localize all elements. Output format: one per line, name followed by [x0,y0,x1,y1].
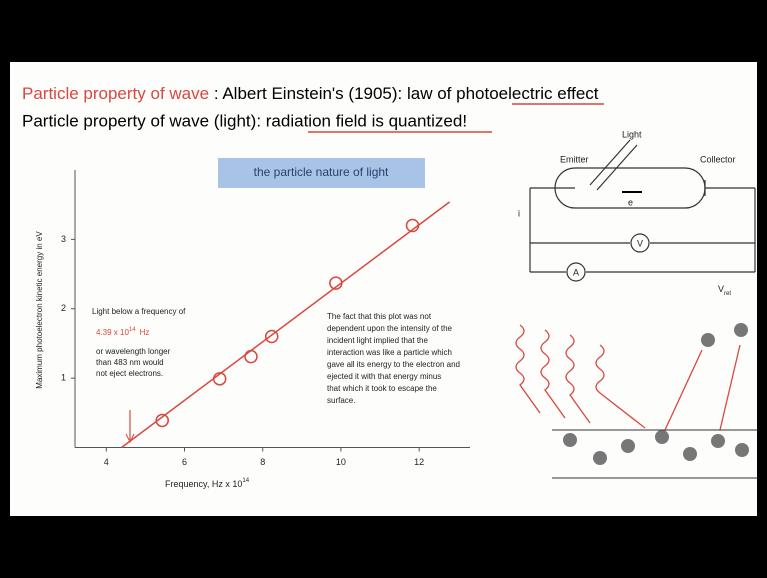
note-right-line: dependent upon the intensity of the [327,324,453,333]
diagram-label: A [573,267,579,277]
x-tick-label: 8 [260,457,265,467]
diagram-label: Emitter [560,154,589,164]
diagram-label: Light [622,129,642,139]
note-right-line: incident light implied that the [327,336,429,345]
y-tick-label: 1 [61,373,66,383]
note-right-line: surface. [327,396,355,405]
note-left-line: or wavelength longer [96,347,171,356]
slide: Particle property of wave : Albert Einst… [0,0,767,578]
x-axis-title-exponent: 14 [242,478,249,484]
x-axis-title: Frequency, Hz x 1014 [165,478,250,490]
x-tick-label: 10 [336,457,346,467]
title-rest: : Albert Einstein's (1905): law of photo… [209,84,599,103]
note-right-line: gave all its energy to the electron and [327,360,460,369]
note-left-line: Light below a frequency of [92,307,186,316]
subtitle: Particle property of wave (light): radia… [22,111,467,130]
note-right-line: The fact that this plot was not [327,312,432,321]
y-tick-label: 2 [61,303,66,313]
diagram-label: Collector [700,154,736,164]
x-tick-label: 6 [182,457,187,467]
title-red: Particle property of wave [22,84,209,103]
page: {"slide": { "title_red": "Particle prope… [0,0,767,578]
diagram-label: e [628,197,633,207]
y-tick-label: 3 [61,234,66,244]
diagram-label: V [637,238,643,248]
note-left-line: than 483 nm would [96,358,164,367]
x-tick-label: 4 [104,457,109,467]
note-left-value: 4.39 x 1014 Hz [96,327,149,338]
title: Particle property of wave : Albert Einst… [22,84,599,103]
note-right-line: ejected it with that energy minus [327,372,441,381]
note-right-line: that which it took to escape the [327,384,437,393]
y-axis-title: Maximum photoelectron kinetic energy in … [35,231,44,389]
x-axis-title-text: Frequency, Hz x 10 [165,479,242,489]
note-right-line: interaction was like a particle which [327,348,452,357]
value-unit: Hz [140,328,150,337]
v-ret-sub: ret [724,291,731,297]
diagram-label: i [518,208,520,218]
value-exponent: 14 [129,327,136,333]
label-box-text: the particle nature of light [254,165,389,179]
x-tick-label: 12 [414,457,424,467]
note-left-line: not eject electrons. [96,369,163,378]
value-mantissa: 4.39 x 10 [96,328,129,337]
